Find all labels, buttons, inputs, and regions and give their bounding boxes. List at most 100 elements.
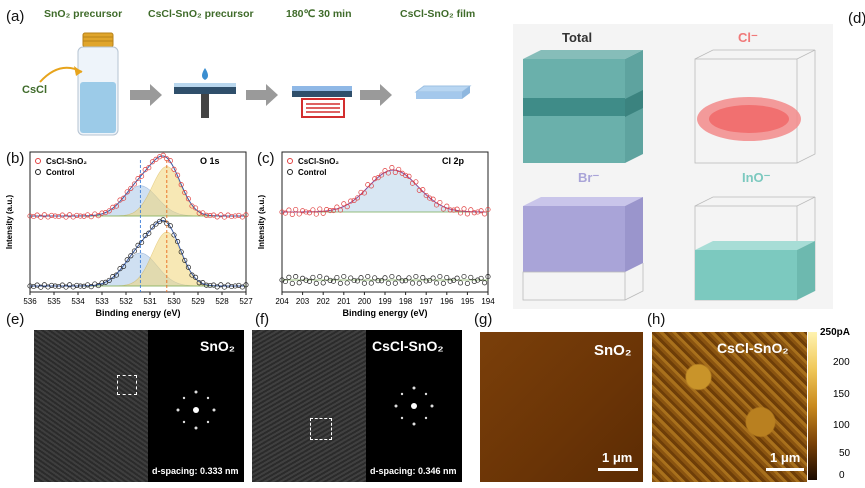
data-point [121,195,127,201]
data-point [182,190,188,196]
data-point [74,212,80,218]
colorbar-label: 250pA [820,327,851,338]
data-point [361,190,367,196]
step-3-label: 180℃ 30 min [286,8,352,20]
data-point [63,284,69,290]
data-point [296,280,302,286]
data-point [171,232,177,238]
data-point [185,196,191,202]
data-point [403,278,409,284]
data-point [185,264,191,270]
data-point [437,199,443,206]
data-point [49,282,55,288]
x-tick-label: 204 [275,297,289,306]
data-point [106,208,112,214]
data-point [351,197,357,203]
data-point [207,282,213,289]
data-point [468,274,474,280]
data-point [279,209,285,215]
data-point [178,182,184,188]
fft-region-box [310,418,332,440]
data-point [392,169,398,175]
data-point [423,192,429,199]
data-point [313,280,319,286]
data-point [365,182,371,188]
step-arrow-icon [360,84,392,106]
data-point [351,277,357,284]
spin-coater-icon [174,68,236,118]
data-point [218,282,224,288]
data-point [337,207,343,213]
data-point [403,172,409,178]
data-point [358,189,364,195]
data-point [142,233,148,239]
x-tick-label: 534 [71,297,85,306]
data-point [468,207,474,213]
data-point [135,176,141,182]
data-point [334,204,340,210]
process-schematic [39,32,472,136]
data-point [420,275,426,281]
data-point [175,172,181,178]
data-point [327,208,333,214]
data-point [139,239,145,246]
data-point [457,210,464,216]
data-point [375,278,381,284]
data-point [482,211,488,217]
data-point [334,274,340,281]
x-tick-label: 533 [95,297,109,306]
data-point [475,209,481,215]
data-point [196,280,202,286]
xps-o1s-chart: 536 535 534 533 532 531 530 529 528 527 Binding en… [5,151,253,318]
data-point [113,203,119,209]
data-point [379,172,385,178]
film-icon [414,85,472,93]
fft-pattern [176,390,216,430]
data-point [160,152,166,158]
data-point [365,273,371,280]
data-point [146,165,152,171]
cube-ino [694,196,816,301]
data-point [344,280,350,286]
data-point [461,206,467,212]
data-point [27,283,33,289]
step-1-label: SnO₂ precursor [44,8,123,20]
data-point [117,266,123,272]
data-point [289,280,295,286]
data-point [239,214,245,220]
scale-bar [598,468,638,471]
colorbar-label: 200 [833,357,850,368]
data-point [454,275,460,281]
step-2-label: CsCl-SnO₂ precursor [148,8,254,20]
data-point [303,277,309,283]
data-point [193,274,199,280]
panel-h-label: (h) [647,311,666,328]
data-point [444,274,450,281]
x-tick-label: 203 [296,297,310,306]
data-point [200,280,206,286]
data-point [167,158,173,164]
data-point [203,212,209,218]
x-tick-label: 201 [337,297,351,306]
data-point [385,170,391,176]
data-point [427,195,433,201]
cscl-reagent-label: CsCl [22,84,48,96]
colorbar-label: 50 [839,448,851,459]
legend-marker [35,169,41,175]
data-point [189,272,195,278]
cube-br [522,197,644,301]
data-point [324,207,330,213]
data-point [457,280,464,286]
data-point [139,173,145,179]
data-point [389,273,395,280]
data-point [124,189,130,195]
data-point [203,282,209,288]
data-point [399,278,405,284]
data-point [289,211,295,217]
hot-plate-icon [292,86,352,118]
data-point [293,206,299,213]
data-point [406,173,412,179]
data-point [389,165,395,171]
data-point [106,277,112,283]
data-point [153,221,159,227]
